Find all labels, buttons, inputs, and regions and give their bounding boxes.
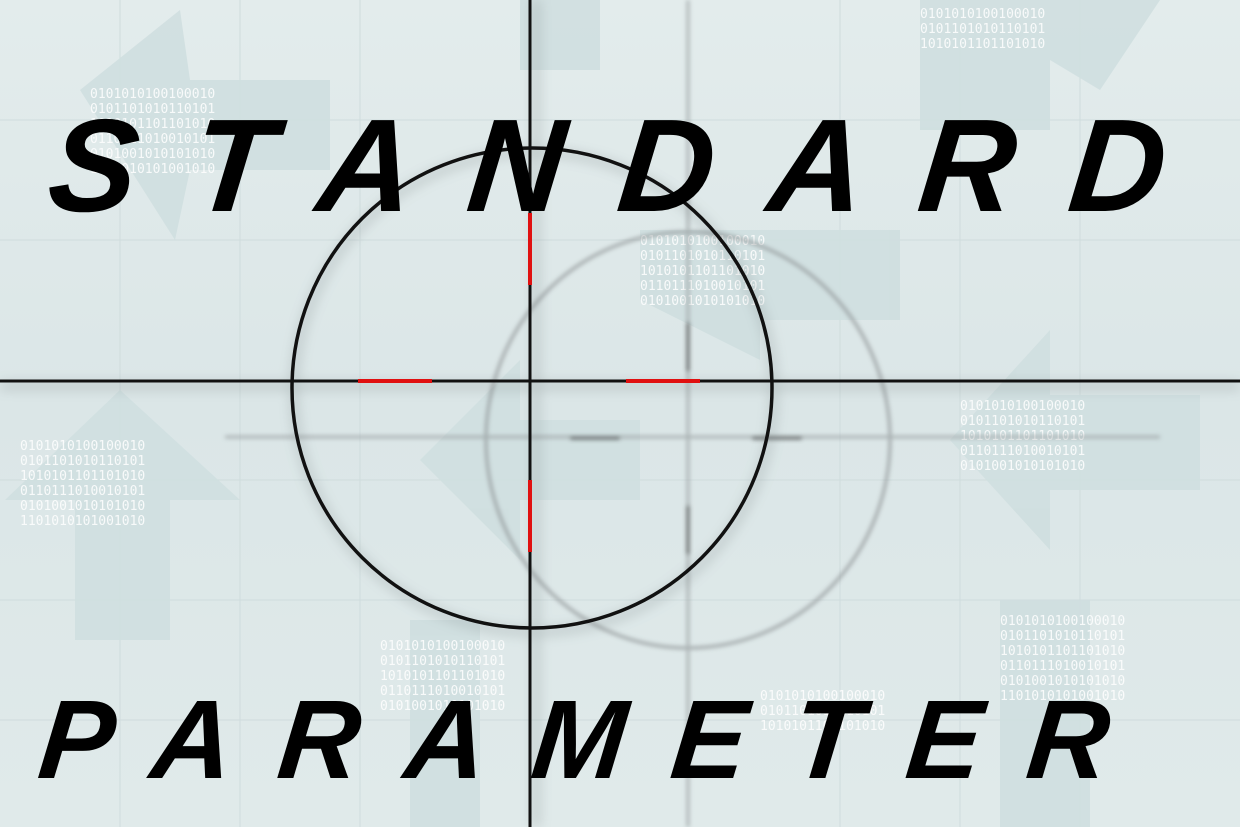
binary-text: 0101101010110101: [640, 249, 765, 264]
binary-text: 0101001010101010: [960, 459, 1085, 474]
binary-text: 0101001010101010: [20, 499, 145, 514]
binary-text: 1010101101101010: [640, 264, 765, 279]
binary-decor: 0101010100100010010110101011010110101011…: [20, 7, 1125, 734]
binary-text: 0101101010110101: [90, 102, 215, 117]
binary-text: 1101010101001010: [1000, 689, 1125, 704]
binary-text: 0101001010101010: [90, 147, 215, 162]
binary-text: 1101010101001010: [20, 514, 145, 529]
binary-text: 0101001010101010: [1000, 674, 1125, 689]
binary-text: 0101101010110101: [760, 704, 885, 719]
arrow-up-icon: [5, 390, 240, 640]
binary-text: 1010101101101010: [380, 669, 505, 684]
binary-text: 0110111010010101: [20, 484, 145, 499]
binary-text: 0110111010010101: [960, 444, 1085, 459]
binary-text: 0101010100100010: [920, 7, 1045, 22]
binary-text: 0101010100100010: [380, 639, 505, 654]
binary-text: 1010101101101010: [760, 719, 885, 734]
binary-text: 0101010100100010: [760, 689, 885, 704]
arrow-up-icon: [410, 620, 480, 827]
binary-text: 0101010100100010: [960, 399, 1085, 414]
binary-text: 0101010100100010: [1000, 614, 1125, 629]
binary-text: 0110111010010101: [380, 684, 505, 699]
binary-text: 0101001010101010: [380, 699, 505, 714]
binary-text: 1010101101101010: [1000, 644, 1125, 659]
background-arrows: [5, 0, 1200, 827]
headline-top: STANDARD: [42, 92, 1229, 239]
binary-text: 0101101010110101: [920, 22, 1045, 37]
binary-text: 0101010100100010: [90, 87, 215, 102]
binary-text: 0110111010010101: [640, 279, 765, 294]
binary-text: 0110111010010101: [1000, 659, 1125, 674]
headline-bottom: PARAMETER: [33, 677, 1162, 802]
binary-text: 1010101101101010: [90, 117, 215, 132]
arrow-right-icon: [640, 230, 900, 360]
binary-text: 1101010101001010: [90, 162, 215, 177]
ghost-reticle: [225, 0, 1160, 827]
binary-text: 0101101010110101: [20, 454, 145, 469]
binary-text: 1010101101101010: [20, 469, 145, 484]
binary-text: 0101010100100010: [20, 439, 145, 454]
binary-text: 0101001010101010: [640, 294, 765, 309]
binary-text: 0110111010010101: [90, 132, 215, 147]
arrow-upleft-icon: [80, 10, 330, 240]
binary-text: 0101101010110101: [380, 654, 505, 669]
binary-text: 0101101010110101: [960, 414, 1085, 429]
arrow-upright-icon: [920, 0, 1160, 130]
arrow-up-icon: [520, 0, 600, 70]
arrow-up-icon: [1000, 600, 1090, 827]
binary-text: 0101101010110101: [1000, 629, 1125, 644]
binary-text: 1010101101101010: [920, 37, 1045, 52]
